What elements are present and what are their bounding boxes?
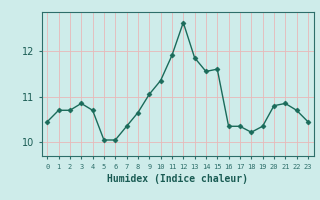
X-axis label: Humidex (Indice chaleur): Humidex (Indice chaleur): [107, 174, 248, 184]
